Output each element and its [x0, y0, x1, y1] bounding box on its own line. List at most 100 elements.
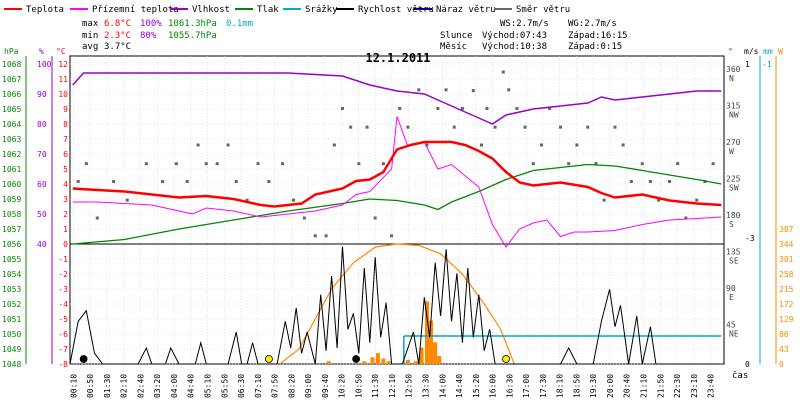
- press-unit-label: hPa: [4, 47, 19, 56]
- dir-marker: [174, 162, 178, 166]
- temp-tick-label: -2: [58, 270, 68, 279]
- x-tick-label: 21:50: [656, 374, 665, 398]
- stats-block: max 6.8°C 100% 1061.3hPa 0.1mm min 2.3°C…: [82, 19, 253, 52]
- series-dew: [72, 116, 722, 248]
- dir-marker: [648, 180, 652, 183]
- dir-marker: [493, 125, 497, 129]
- series-temp: [72, 140, 722, 208]
- rain-bar: [419, 347, 424, 364]
- press-tick-label: 1051: [2, 315, 21, 324]
- dir-marker: [657, 198, 661, 202]
- solar-unit-label: W: [778, 47, 783, 56]
- legend-label-naraz: Náraz větru: [436, 5, 496, 15]
- hum-tick-label: 50: [37, 210, 47, 219]
- rain-bar: [424, 301, 429, 364]
- dir-marker: [594, 162, 598, 166]
- dir-marker: [586, 125, 590, 129]
- event-marker: [79, 355, 88, 363]
- solar-tick-label: 0: [779, 360, 784, 369]
- legend-label-rychlost: Rychlost větru: [358, 5, 434, 15]
- x-tick-label: 21:10: [640, 374, 649, 398]
- x-tick-label: 18:10: [556, 374, 565, 398]
- solar-tick-label: 301: [779, 255, 794, 264]
- dir-marker: [302, 216, 306, 220]
- temp-tick-label: -7: [58, 345, 68, 354]
- dir-marker: [559, 125, 562, 129]
- press-tick-label: 1055: [2, 255, 21, 264]
- dir-marker: [341, 107, 344, 110]
- press-tick-label: 1052: [2, 300, 21, 309]
- dir-marker: [548, 107, 552, 110]
- press-tick-label: 1048: [2, 360, 21, 369]
- rain-bar: [326, 361, 331, 364]
- dir-marker: [234, 180, 238, 183]
- info-ws: WS:2.7m/s: [500, 19, 549, 29]
- temp-tick-label: -5: [58, 315, 68, 324]
- dir-marker: [365, 125, 369, 129]
- x-tick-label: 10:50: [354, 374, 363, 398]
- x-tick-label: 09:40: [321, 374, 330, 398]
- dir-marker: [684, 216, 688, 220]
- rain-bar: [370, 357, 375, 364]
- dir-tick-cardinal: SE: [729, 257, 739, 266]
- dir-marker: [144, 162, 148, 166]
- dir-marker: [398, 107, 402, 110]
- temp-tick-label: 7: [63, 135, 68, 144]
- dir-marker: [452, 125, 456, 129]
- x-tick-label: 20:40: [623, 374, 632, 398]
- dir-marker: [381, 162, 385, 166]
- dir-marker: [76, 180, 80, 183]
- x-tick-label: 02:40: [136, 374, 145, 398]
- press-tick-label: 1065: [2, 105, 21, 114]
- rain-bar: [429, 320, 434, 364]
- temp-tick-label: 5: [63, 165, 68, 174]
- rain-unit-label: mm: [763, 47, 773, 56]
- wind-tick-label: 0: [745, 360, 750, 369]
- chart-title: 12.1.2011: [365, 51, 430, 65]
- temp-tick-label: 11: [58, 75, 68, 84]
- dir-marker: [332, 143, 336, 147]
- dir-marker: [390, 234, 394, 238]
- x-tick-label: 04:40: [187, 374, 196, 398]
- solar-tick-label: 129: [779, 315, 794, 324]
- dir-marker: [95, 216, 99, 220]
- dir-marker: [444, 88, 448, 92]
- dir-marker: [640, 162, 644, 166]
- legend-label-smer: Směr větru: [516, 5, 570, 15]
- rain-bar: [375, 353, 380, 364]
- temp-tick-label: 4: [63, 180, 68, 189]
- stats-min-temp: 2.3°C: [104, 31, 131, 41]
- dir-marker: [629, 180, 633, 183]
- temp-tick-label: -8: [58, 360, 68, 369]
- series-wind: [69, 246, 722, 365]
- dir-tick-cardinal: W: [729, 147, 734, 156]
- press-tick-label: 1058: [2, 210, 21, 219]
- temp-tick-label: 6: [63, 150, 68, 159]
- x-tick-label: 00:10: [69, 374, 78, 398]
- x-tick-label: 23:10: [690, 374, 699, 398]
- dir-marker: [324, 234, 328, 238]
- dir-marker: [196, 143, 200, 147]
- press-tick-label: 1068: [2, 60, 21, 69]
- solar-tick-label: 258: [779, 270, 794, 279]
- hum-tick-label: 40: [37, 240, 47, 249]
- hum-tick-label: 80: [37, 120, 47, 129]
- temp-tick-label: 3: [63, 195, 68, 204]
- x-tick-label: 20:00: [606, 374, 615, 398]
- press-tick-label: 1066: [2, 90, 21, 99]
- dir-tick-label: 180: [726, 211, 741, 220]
- dir-marker: [460, 107, 464, 110]
- stats-min-press: 1055.7hPa: [168, 31, 217, 41]
- x-tick-label: 07:10: [254, 374, 263, 398]
- press-tick-label: 1063: [2, 135, 21, 144]
- x-tick-label: 17:30: [539, 374, 548, 398]
- hum-tick-label: 60: [37, 180, 47, 189]
- dir-marker: [357, 162, 361, 166]
- rain-bar: [414, 361, 419, 364]
- series-press: [72, 163, 722, 245]
- temp-tick-label: 2: [63, 210, 68, 219]
- press-tick-label: 1057: [2, 225, 21, 234]
- x-tick-label: 01:30: [103, 374, 112, 398]
- dir-marker: [245, 198, 249, 202]
